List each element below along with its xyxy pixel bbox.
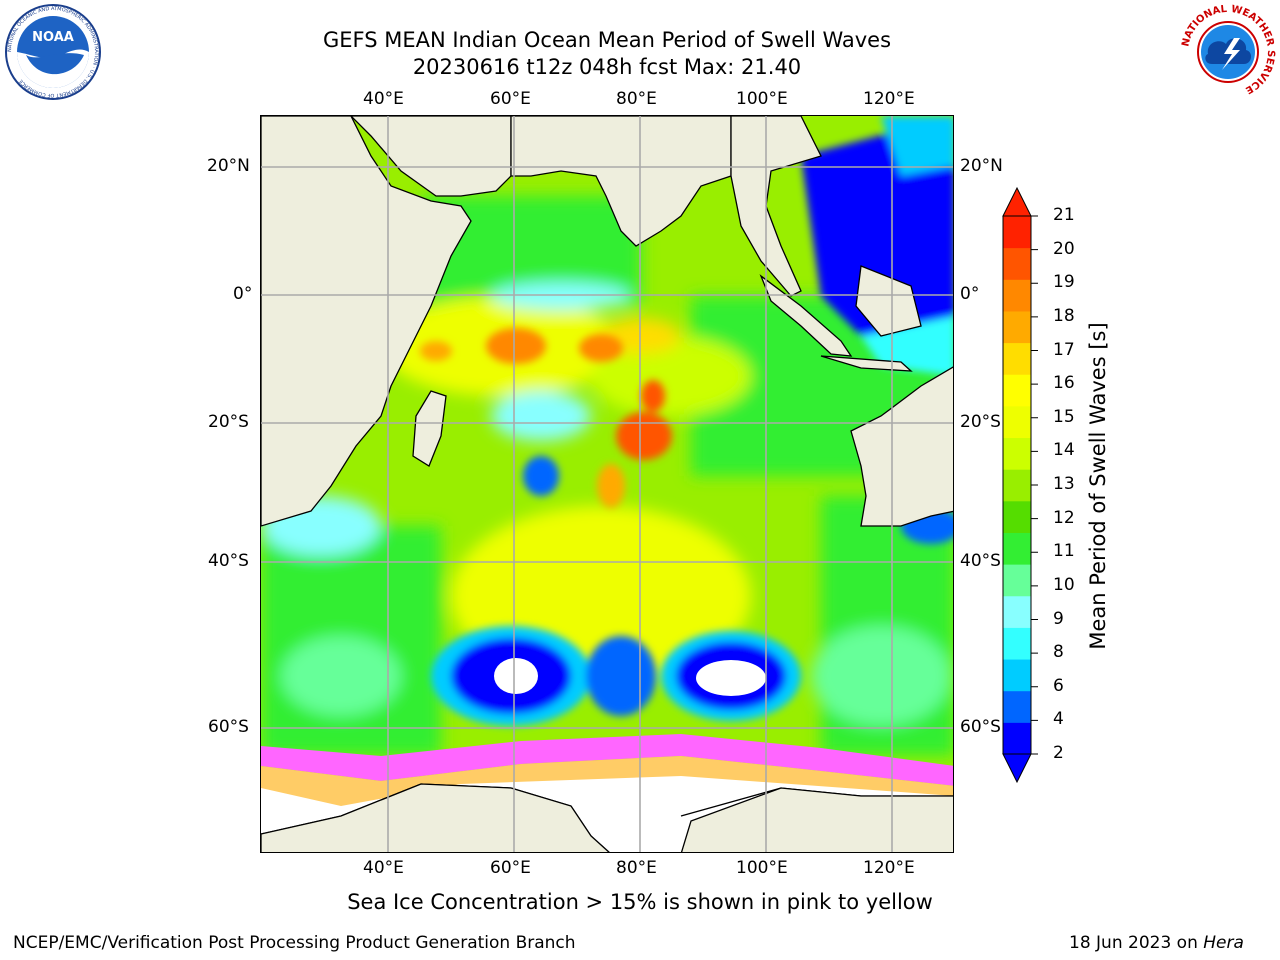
graticule [261, 116, 953, 852]
lon-label-top-40e: 40°E [363, 89, 404, 109]
colorbar-segment [1003, 216, 1031, 249]
lon-label-top-60e: 60°E [490, 89, 531, 109]
colorbar-segment [1003, 247, 1031, 280]
lon-label-bottom-60e: 60°E [490, 858, 531, 878]
lat-label-left-40s: 40°S [208, 551, 249, 571]
lon-label-bottom-80e: 80°E [616, 858, 657, 878]
lon-label-top-120e: 120°E [863, 89, 915, 109]
lon-label-bottom-40e: 40°E [363, 858, 404, 878]
colorbar-segment [1003, 627, 1031, 660]
colorbar-tick-label: 13 [1053, 474, 1075, 494]
southeast-asia-land [730, 116, 822, 297]
colorbar-tick-label: 2 [1053, 743, 1064, 763]
lat-label-left-0: 0° [233, 284, 253, 304]
colorbar-tick-label: 19 [1053, 272, 1075, 293]
white-patch-2 [696, 660, 766, 696]
footer-host: Hera [1203, 933, 1244, 953]
colorbar-segment [1003, 690, 1031, 723]
colorbar-segment [1003, 722, 1031, 755]
lat-label-right-40s: 40°S [960, 551, 1001, 571]
lat-label-left-20n: 20°N [207, 156, 250, 176]
colorbar-segment [1003, 342, 1031, 375]
noaa-logo-text: NOAA [32, 30, 74, 45]
sumatra-land [759, 274, 853, 357]
colorbar-tick-label: 9 [1053, 608, 1064, 629]
chart-title-line2: 20230616 t12z 048h fcst Max: 21.40 [412, 55, 802, 79]
colorbar-segment [1003, 310, 1031, 344]
colorbar-segment [1003, 595, 1031, 628]
noaa-logo: NOAA NATIONAL OCEANIC AND ATMOSPHERIC AD… [4, 3, 102, 105]
colorbar-segment [1003, 469, 1031, 502]
swell-maxima [420, 328, 672, 508]
colorbar-tick-label: 11 [1053, 541, 1075, 562]
footer-date: 18 Jun 2023 on Hera [1069, 933, 1244, 953]
lon-label-top-80e: 80°E [616, 89, 657, 109]
colorbar [1002, 186, 1038, 784]
colorbar-tick-label: 8 [1053, 642, 1064, 663]
australia-land [850, 366, 953, 527]
colorbar-tick-label: 18 [1053, 305, 1075, 326]
swell-period-map [261, 116, 953, 852]
colorbar-segment [1003, 532, 1031, 565]
lat-label-right-60s: 60°S [960, 717, 1001, 737]
colorbar-tick-label: 17 [1053, 339, 1075, 360]
sea-ice-note: Sea Ice Concentration > 15% is shown in … [347, 890, 933, 914]
footer-date-text: 18 Jun 2023 on [1069, 933, 1204, 953]
colorbar-segment [1003, 564, 1031, 597]
footer-branch: NCEP/EMC/Verification Post Processing Pr… [13, 933, 576, 953]
white-patch-1 [494, 658, 538, 694]
colorbar-segment [1003, 405, 1031, 439]
colorbar-extend-min [1002, 753, 1032, 784]
madagascar-land [412, 390, 447, 467]
colorbar-tick-label: 14 [1053, 440, 1075, 461]
lat-label-right-20n: 20°N [960, 156, 1003, 176]
lon-label-top-100e: 100°E [736, 89, 788, 109]
borneo-land [855, 265, 922, 337]
colorbar-segment [1003, 279, 1031, 312]
lat-label-left-20s: 20°S [208, 412, 249, 432]
colorbar-tick-label: 21 [1053, 205, 1075, 225]
chart-title-line1: GEFS MEAN Indian Ocean Mean Period of Sw… [322, 28, 892, 52]
colorbar-segment [1003, 500, 1031, 533]
lat-label-left-60s: 60°S [208, 717, 249, 737]
colorbar-tick-label: 4 [1053, 709, 1064, 730]
colorbar-segment [1003, 437, 1031, 470]
colorbar-segment [1003, 374, 1031, 407]
india-land [510, 116, 732, 247]
colorbar-extend-max [1002, 186, 1032, 217]
map-panel [260, 115, 954, 853]
lon-label-bottom-120e: 120°E [863, 858, 915, 878]
colorbar-tick-label: 10 [1053, 574, 1075, 595]
colorbar-tick-label: 15 [1053, 406, 1075, 427]
lon-label-bottom-100e: 100°E [736, 858, 788, 878]
java-land [820, 355, 913, 372]
colorbar-label: Mean Period of Swell Waves [s] [1086, 322, 1110, 650]
colorbar-tick-label: 6 [1053, 675, 1064, 696]
colorbar-tick-label: 16 [1053, 373, 1075, 394]
colorbar-tick-label: 20 [1053, 238, 1075, 259]
nws-logo: NATIONAL WEATHER SERVICE [1178, 2, 1278, 106]
lat-label-right-20s: 20°S [960, 412, 1001, 432]
colorbar-segment [1003, 659, 1031, 692]
colorbar-tick-label: 12 [1053, 507, 1075, 528]
swell-field-shading [261, 196, 953, 756]
lat-label-right-0: 0° [960, 284, 980, 304]
